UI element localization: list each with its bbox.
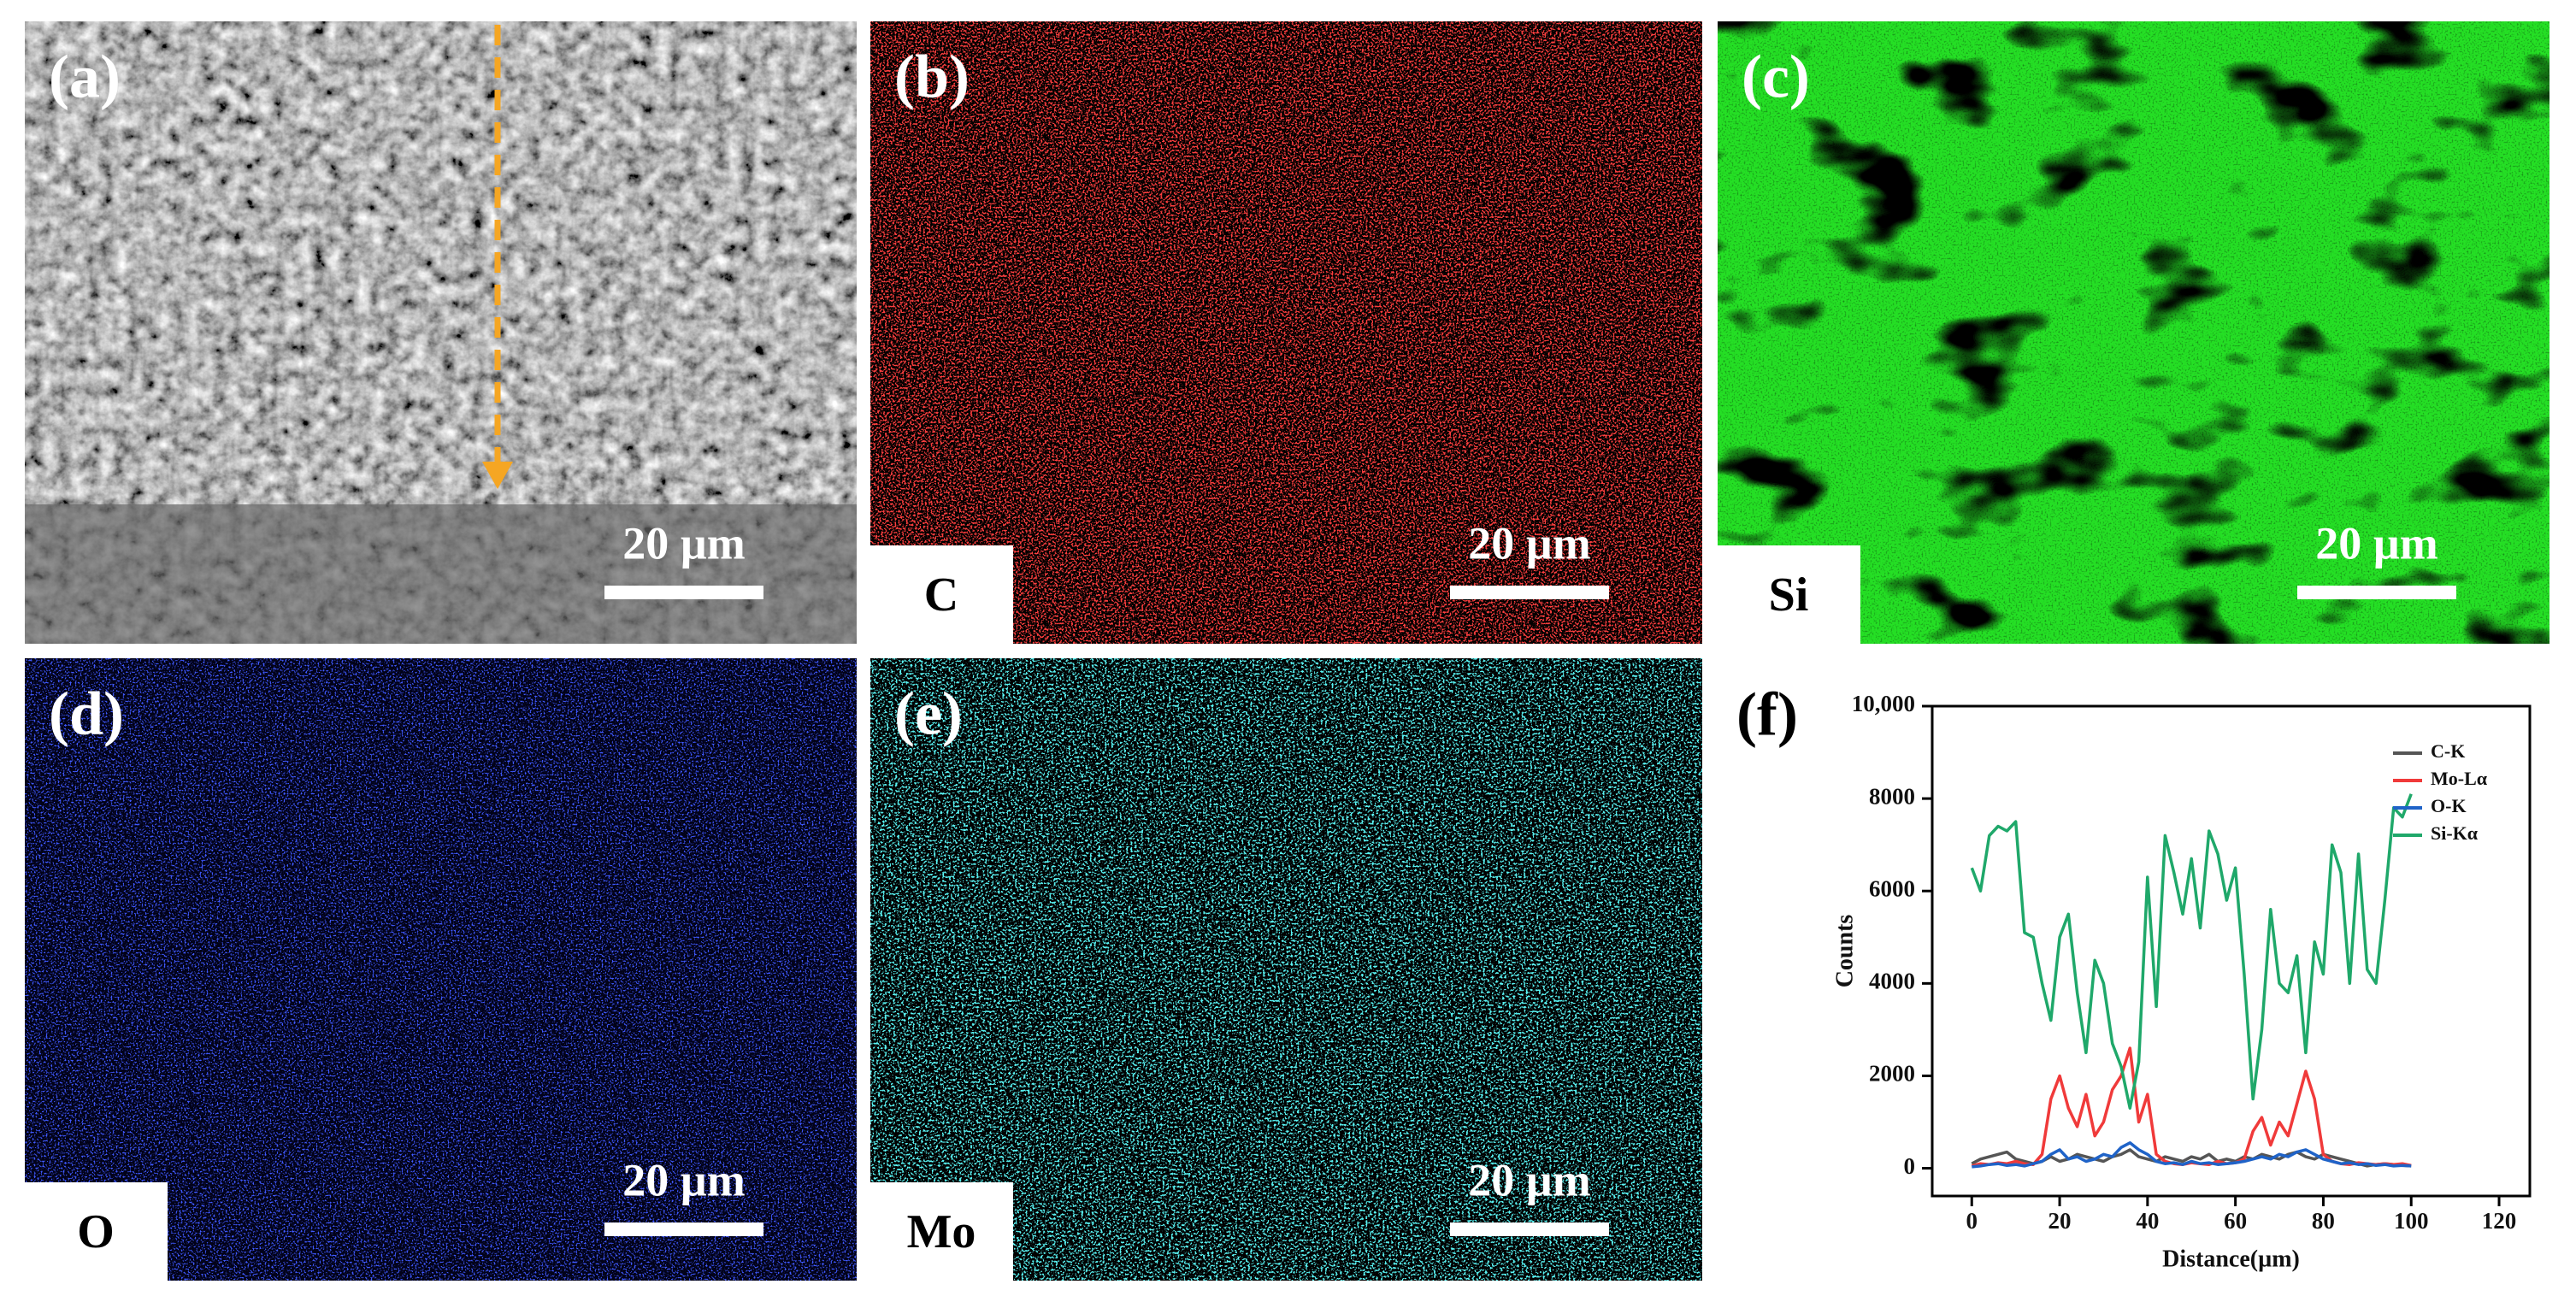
scale-bar-label: 20 µm — [622, 1154, 746, 1205]
scale-bar-label: 20 µm — [1468, 1154, 1591, 1205]
legend-label: Si-Kα — [2431, 822, 2479, 844]
data-line — [1972, 1141, 2412, 1169]
element-box — [870, 1182, 1013, 1281]
element-box — [870, 545, 1013, 644]
y-tick-label: 6000 — [1869, 875, 1915, 901]
x-tick-label: 20 — [2048, 1208, 2072, 1234]
x-tick-label: 100 — [2394, 1208, 2429, 1234]
y-tick-label: 10,000 — [1852, 691, 1915, 716]
data-line — [1970, 793, 2413, 1111]
element-label: Si — [1769, 569, 1809, 622]
x-tick-label: 120 — [2482, 1208, 2517, 1234]
legend-label: O-K — [2431, 795, 2467, 816]
scale-bar-label: 20 µm — [2315, 517, 2438, 569]
image-e — [870, 658, 1702, 1281]
x-tick-label: 80 — [2312, 1208, 2335, 1234]
y-tick-label: 2000 — [1869, 1061, 1915, 1087]
scale-bar — [1450, 1222, 1609, 1236]
data-line — [1971, 1046, 2412, 1168]
y-tick-label: 0 — [1904, 1153, 1916, 1179]
panel-label: (a) — [49, 43, 121, 111]
panel-label: (d) — [49, 680, 124, 748]
plot-frame — [1931, 704, 2532, 1198]
x-axis-label: Distance(µm) — [2162, 1246, 2300, 1272]
scale-bar-label: 20 µm — [622, 517, 746, 569]
scale-bar — [604, 586, 763, 599]
panel-label: (b) — [894, 43, 970, 111]
scale-bar — [2297, 586, 2456, 599]
panel-label: (c) — [1742, 43, 1810, 111]
image-c — [1718, 21, 2549, 644]
line-chart: (f) 0 20 40 60 80 100 120 0 2000 4000 6000 8000 10,00… — [1736, 680, 2532, 1272]
element-label: O — [77, 1205, 115, 1258]
scale-bar — [1450, 586, 1609, 599]
y-tick-label: 8000 — [1869, 783, 1915, 809]
image-b — [870, 21, 1702, 644]
image-a — [25, 21, 857, 644]
y-axis-label: Counts — [1831, 915, 1858, 988]
element-box — [25, 1182, 168, 1281]
legend-label: Mo-Lα — [2431, 768, 2488, 789]
y-tick-label: 4000 — [1869, 969, 1915, 994]
element-label: C — [924, 569, 958, 622]
panel-label: (f) — [1736, 680, 1798, 749]
element-label: Mo — [907, 1205, 976, 1258]
x-tick-label: 0 — [1966, 1208, 1978, 1234]
x-tick-label: 40 — [2136, 1208, 2159, 1234]
scale-bar-label: 20 µm — [1468, 517, 1591, 569]
legend-label: C-K — [2431, 740, 2465, 762]
x-tick-label: 60 — [2224, 1208, 2247, 1234]
image-d — [25, 658, 857, 1281]
panel-label: (e) — [894, 680, 963, 748]
scale-bar — [604, 1222, 763, 1236]
element-box — [1718, 545, 1860, 644]
